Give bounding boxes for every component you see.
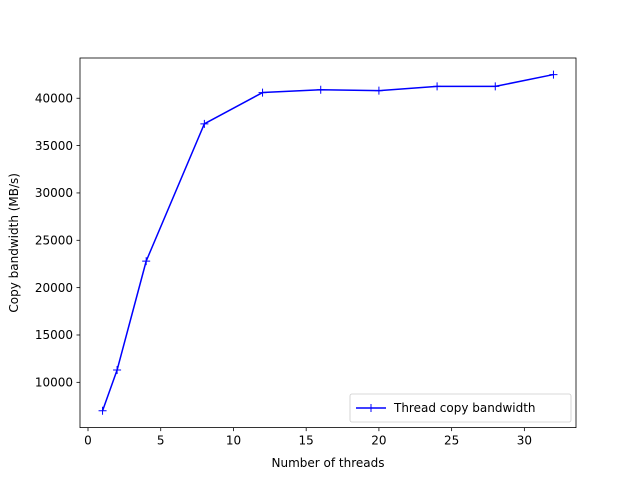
series-layer <box>98 70 558 415</box>
data-point <box>549 70 558 79</box>
data-point <box>200 119 209 128</box>
y-axis-label: Copy bandwidth (MB/s) <box>7 173 21 313</box>
data-point <box>316 85 325 94</box>
legend-box <box>349 393 572 423</box>
legend: Thread copy bandwidth <box>349 393 572 423</box>
legend-marker <box>367 404 375 412</box>
y-axis-ticks: 10000 15000 20000 25000 30000 35000 40000 <box>35 91 80 390</box>
x-tick-label: 5 <box>157 434 165 448</box>
y-tick-label: 40000 <box>35 91 73 105</box>
x-tick-label: 15 <box>299 434 314 448</box>
x-tick-label: 10 <box>226 434 241 448</box>
x-tick-label: 25 <box>444 434 459 448</box>
x-tick-label: 20 <box>371 434 386 448</box>
data-point <box>258 88 267 97</box>
y-tick-label: 20000 <box>35 281 73 295</box>
x-axis-label: Number of threads <box>272 456 385 470</box>
legend-label: Thread copy bandwidth <box>393 401 536 415</box>
data-point <box>433 82 442 91</box>
y-tick-label: 15000 <box>35 328 73 342</box>
y-tick-label: 10000 <box>35 376 73 390</box>
data-point <box>491 82 500 91</box>
x-tick-label: 0 <box>84 434 92 448</box>
x-tick-label: 30 <box>517 434 532 448</box>
y-tick-label: 25000 <box>35 233 73 247</box>
plot-frame <box>79 57 577 429</box>
data-point <box>142 257 151 266</box>
data-point <box>374 86 383 95</box>
x-axis-ticks: 0 5 10 15 20 25 30 <box>84 427 532 448</box>
y-tick-label: 30000 <box>35 186 73 200</box>
y-tick-label: 35000 <box>35 139 73 153</box>
plot-background <box>80 58 576 428</box>
data-point <box>113 366 122 375</box>
data-point <box>98 406 107 415</box>
series-line <box>101 73 554 411</box>
